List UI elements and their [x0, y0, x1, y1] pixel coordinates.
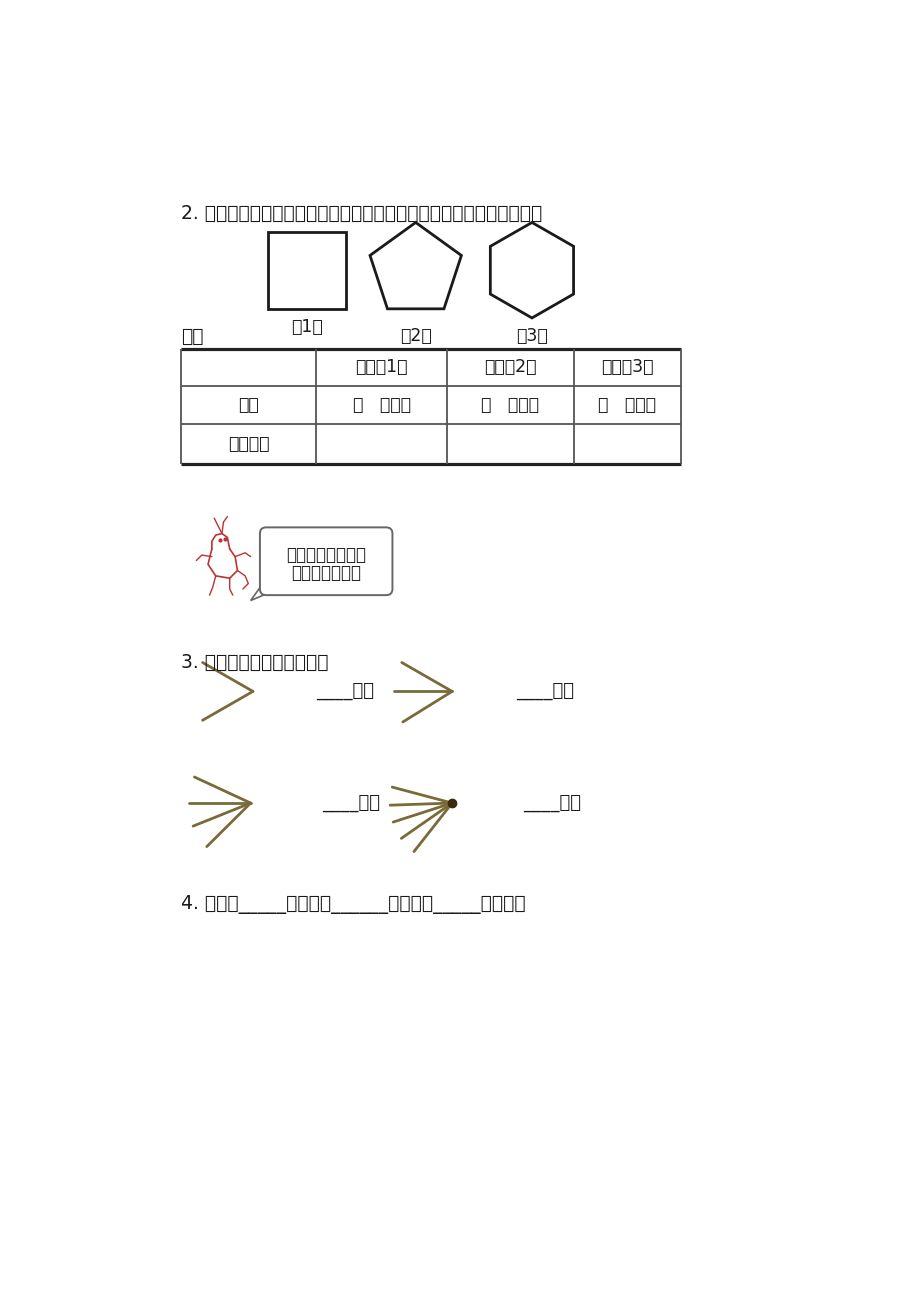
FancyBboxPatch shape — [260, 527, 392, 595]
Text: 图形（1）: 图形（1） — [355, 358, 407, 376]
Text: 观察上面的表格，: 观察上面的表格， — [286, 546, 366, 564]
Text: （2）: （2） — [400, 327, 431, 345]
Text: ____个；: ____个； — [316, 682, 374, 700]
Text: ____个；: ____个； — [322, 794, 380, 812]
Text: 你发现了什么？: 你发现了什么？ — [291, 564, 361, 582]
Text: 图形（2）: 图形（2） — [483, 358, 536, 376]
Text: 图形（3）: 图形（3） — [600, 358, 652, 376]
Text: （3）: （3） — [516, 327, 547, 345]
Text: 3. 数数下图中各有几个角。: 3. 数数下图中各有几个角。 — [181, 652, 328, 672]
Text: （   ）边形: （ ）边形 — [481, 396, 539, 414]
Text: ____个。: ____个。 — [523, 794, 581, 812]
Text: （   ）边形: （ ）边形 — [352, 396, 410, 414]
Text: （   ）边形: （ ）边形 — [597, 396, 655, 414]
Text: （1）: （1） — [291, 318, 323, 336]
Text: 形状: 形状 — [238, 396, 259, 414]
Text: 角的个数: 角的个数 — [228, 435, 269, 453]
Text: 4. 图中有_____个直角，______个锐角，_____个钝角。: 4. 图中有_____个直角，______个锐角，_____个钝角。 — [181, 896, 525, 914]
Text: 格）: 格） — [181, 327, 203, 346]
Text: ____个；: ____个； — [516, 682, 573, 700]
Polygon shape — [250, 581, 281, 600]
Text: 2. 下面的图形各是几边形，各有几个角？（按图形的顺序从左到右填表: 2. 下面的图形各是几边形，各有几个角？（按图形的顺序从左到右填表 — [181, 204, 541, 223]
